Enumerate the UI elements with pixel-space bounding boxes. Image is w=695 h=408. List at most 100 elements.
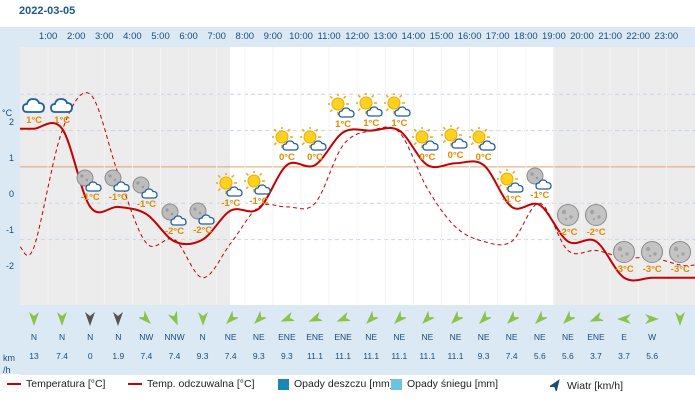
hour-label: 10:00 <box>289 31 313 42</box>
hour-label: 19:00 <box>542 31 566 42</box>
wind-direction: N <box>115 332 122 342</box>
chart-svg <box>20 47 695 305</box>
cloudy-icon <box>45 94 79 116</box>
wind-arrow-icon <box>167 310 182 332</box>
moon-icon <box>635 239 669 265</box>
temp-label: 1°C <box>54 114 71 126</box>
weather-cell: 0°C <box>298 127 332 163</box>
wind-direction: NE <box>393 332 406 342</box>
wind-arrow-icon <box>137 310 153 332</box>
wind-speed: 9.3 <box>252 351 265 361</box>
wind-speed: 7.4 <box>140 351 153 361</box>
wind-arrow-icon <box>252 310 268 332</box>
weather-cell: 0°C <box>467 127 501 163</box>
legend-wind: Wiatr [km/h] <box>548 378 624 394</box>
y-tick-label: -2 <box>5 261 14 271</box>
weather-cell: -3°C <box>607 239 641 275</box>
weather-cell: -3°C <box>663 239 695 275</box>
wind-cell: N 1.9 <box>104 305 132 375</box>
sun-cloud-icon <box>439 125 473 151</box>
weather-cell: -1°C <box>495 168 529 205</box>
wind-cell: W 5.6 <box>638 305 666 375</box>
legend-label: Wiatr [km/h] <box>567 379 624 392</box>
wind-speed: 11.1 <box>391 351 408 361</box>
weather-cell: -1°C <box>101 169 135 203</box>
wind-arrow-icon <box>420 310 436 332</box>
hour-label: 12:00 <box>345 31 370 42</box>
temp-label: 1°C <box>363 117 380 129</box>
hour-label: 9:00 <box>263 31 283 42</box>
legend-label: Temp. odczuwalna [°C] <box>147 378 255 390</box>
wind-cell: NE 7.4 <box>217 305 245 375</box>
wind-row: N 13 N 7.4 N 0 N 1.9 NW 7.4 NNW 7.4 N 9.3 NE 7.4 NE 9.3 EN… <box>20 305 695 375</box>
temp-label: -1°C <box>502 193 522 205</box>
legend-label: Opady deszczu [mm] <box>294 378 393 390</box>
weather-cell: -1°C <box>214 172 248 209</box>
temp-label: 0°C <box>307 152 324 164</box>
weather-cell: -1°C <box>523 167 557 201</box>
wind-cell: NNW 7.4 <box>161 305 189 375</box>
wind-direction: ENE <box>587 332 605 342</box>
wind-direction: NE <box>477 332 490 342</box>
wind-speed: 5.6 <box>533 351 546 361</box>
wind-direction: ENE <box>278 332 296 342</box>
sun-cloud-icon <box>467 127 501 153</box>
weather-cell: -2°C <box>158 203 192 237</box>
wind-cell <box>666 305 694 375</box>
legend-label: Temperatura [°C] <box>26 378 106 390</box>
wind-unit-bottom: /h <box>3 365 11 375</box>
wind-cell: NE 5.6 <box>554 305 582 375</box>
weather-cell: 1°C <box>326 94 360 130</box>
wind-cell: NE 11.1 <box>357 305 385 375</box>
night-partly-cloudy-icon <box>101 169 135 193</box>
sun-cloud-icon <box>495 168 529 195</box>
temp-label: 0°C <box>475 152 492 164</box>
y-tick-label: -1 <box>5 225 14 235</box>
wind-arrow-icon <box>364 310 380 332</box>
wind-direction: NNW <box>164 332 185 342</box>
wind-speed: 9.3 <box>280 351 293 361</box>
y-tick-label: 2 <box>8 117 14 127</box>
wind-cell: NE 9.3 <box>245 305 273 375</box>
temp-label: -3°C <box>642 263 662 275</box>
wind-speed: 11.1 <box>447 351 464 361</box>
hours-bar: 1:00 2:00 3:00 4:00 5:00 6:00 7:00 8:00 9:00 10:0… <box>20 27 695 47</box>
hour-label: 13:00 <box>373 31 398 42</box>
night-partly-cloudy-icon <box>186 202 220 226</box>
wind-arrow-icon <box>617 311 632 332</box>
wind-arrow-icon <box>55 311 69 332</box>
hour-label: 21:00 <box>598 31 622 42</box>
night-partly-cloudy-icon <box>129 176 163 200</box>
moon-icon <box>579 202 613 228</box>
wind-cell: N 9.3 <box>189 305 217 375</box>
wind-speed: 9.3 <box>477 351 490 361</box>
wind-arrow-icon <box>533 310 549 332</box>
weather-cell: -1°C <box>242 170 276 207</box>
wind-arrow-icon <box>83 311 97 332</box>
hour-label: 1:00 <box>38 31 58 42</box>
daylight-band <box>230 47 553 305</box>
wind-direction: NE <box>533 332 546 342</box>
wind-cell: NE 11.1 <box>385 305 413 375</box>
sun-cloud-icon <box>326 94 360 120</box>
sun-cloud-icon <box>382 92 416 119</box>
wind-cell: NE 5.6 <box>526 305 554 375</box>
wind-unit-label: km /h <box>3 352 15 376</box>
hour-label: 23:00 <box>654 31 679 42</box>
sun-cloud-icon <box>298 127 332 153</box>
moon-icon <box>663 239 695 265</box>
legend-feels-like: Temp. odczuwalna [°C] <box>128 378 255 390</box>
weather-cell: -3°C <box>635 239 669 275</box>
wind-direction: E <box>621 332 627 342</box>
wind-direction: NE <box>421 332 434 342</box>
hour-label: 16:00 <box>457 31 482 42</box>
weather-cell: -1°C <box>129 176 163 210</box>
temperature-line <box>20 122 695 282</box>
wind-arrow-icon <box>561 310 577 332</box>
weather-cell: -2°C <box>579 202 613 238</box>
wind-cell: ENE 11.1 <box>329 305 357 375</box>
wind-direction: N <box>59 332 66 342</box>
wind-direction: NE <box>252 332 265 342</box>
wind-speed: 5.6 <box>561 351 574 361</box>
wind-speed: 1.9 <box>112 351 125 361</box>
